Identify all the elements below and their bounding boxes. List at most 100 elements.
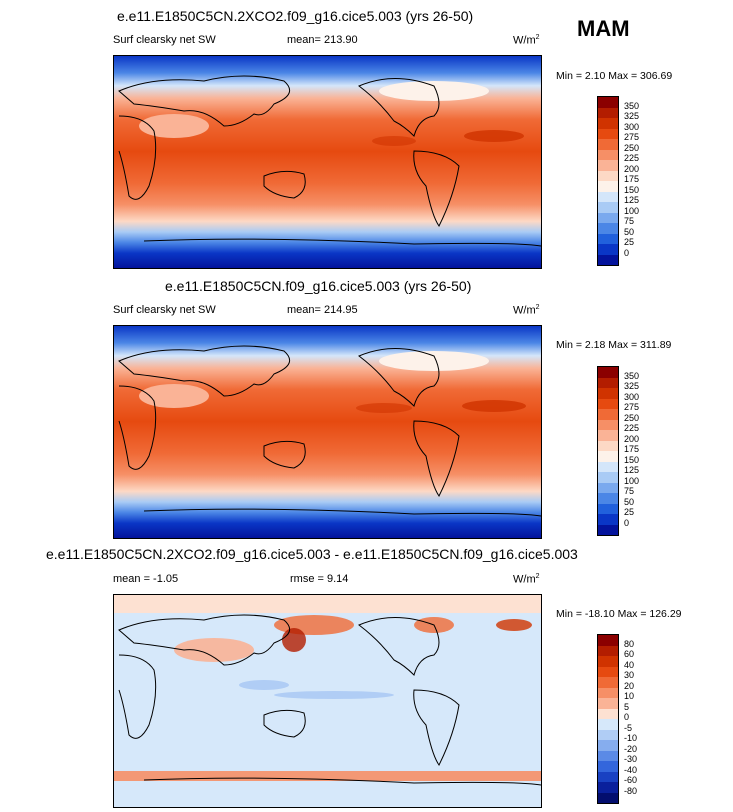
panel-1-map (113, 55, 542, 269)
colorbar-swatch (598, 181, 618, 192)
colorbar-tick-label: 200 (624, 433, 640, 444)
colorbar-swatch (598, 677, 618, 688)
colorbar-swatch (598, 440, 618, 451)
colorbar-tick-label: -10 (624, 733, 638, 743)
colorbar-tick-label: 275 (624, 132, 640, 142)
colorbar-swatch (598, 377, 618, 388)
colorbar-swatch (598, 792, 618, 803)
colorbar-tick-label: 175 (624, 174, 640, 184)
colorbar-swatch (598, 472, 618, 483)
colorbar-swatch (598, 409, 618, 420)
colorbar-tick-label: 30 (624, 670, 635, 680)
colorbar-tick-label: 0 (624, 247, 630, 258)
colorbar-tick-label: 100 (624, 475, 640, 486)
season-label: MAM (577, 16, 630, 41)
panel-3-map-svg (114, 595, 541, 807)
colorbar-swatch (598, 223, 618, 234)
colorbar-swatch (598, 645, 618, 656)
colorbar-tick-label: 325 (624, 381, 640, 391)
colorbar-swatch (598, 160, 618, 171)
colorbar-swatch (598, 128, 618, 139)
colorbar-swatch (598, 698, 618, 709)
colorbar-swatch (598, 451, 618, 462)
colorbar-tick-label: 150 (624, 184, 640, 195)
panel-2-minmax: Min = 2.18 Max = 311.89 (556, 339, 672, 351)
panel-3-minmax: Min = -18.10 Max = 126.29 (556, 608, 682, 620)
colorbar-tick-label: 75 (624, 216, 635, 226)
colorbar-swatch (598, 419, 618, 430)
panel-1-units: W/m2 (513, 34, 540, 47)
panel-2-variable-label: Surf clearsky net SW (113, 304, 216, 316)
colorbar-swatch (598, 202, 618, 213)
colorbar-tick-label: 275 (624, 402, 640, 412)
colorbar-tick-label: 0 (624, 712, 630, 722)
panel-2-map-svg (114, 326, 541, 538)
panel-3-units: W/m2 (513, 573, 540, 586)
colorbar-swatch (598, 782, 618, 793)
colorbar-tick-label: 25 (624, 237, 635, 247)
colorbar-swatch (598, 191, 618, 202)
colorbar-swatch (598, 771, 618, 782)
colorbar-tick-label: 5 (624, 701, 630, 712)
colorbar-swatch (598, 719, 618, 730)
colorbar-tick-label: 75 (624, 486, 635, 496)
colorbar-swatch (598, 729, 618, 740)
colorbar-tick-label: 250 (624, 142, 640, 153)
panel-2-map (113, 325, 542, 539)
colorbar-swatch (598, 139, 618, 150)
colorbar-tick-label: 325 (624, 111, 640, 121)
colorbar-swatch (598, 233, 618, 244)
colorbar-tick-label: 20 (624, 680, 635, 691)
colorbar-swatch (598, 244, 618, 255)
colorbar-swatch (598, 656, 618, 667)
colorbar-swatch (598, 493, 618, 504)
colorbar-swatch (598, 367, 618, 378)
colorbar-tick-label: -60 (624, 775, 638, 785)
colorbar-tick-label: 175 (624, 444, 640, 454)
colorbar-tick-label: 125 (624, 465, 640, 475)
panel-1-minmax: Min = 2.10 Max = 306.69 (556, 70, 673, 82)
panel-2-units: W/m2 (513, 304, 540, 317)
panel-3-title: e.e11.E1850C5CN.2XCO2.f09_g16.cice5.003 … (46, 546, 578, 562)
panel-2-colorbar (597, 366, 619, 536)
colorbar-tick-label: 40 (624, 659, 635, 670)
panel-1-mean-label: mean= 213.90 (287, 34, 358, 46)
colorbar-swatch (598, 430, 618, 441)
colorbar-tick-label: -80 (624, 785, 638, 796)
colorbar-tick-label: 25 (624, 507, 635, 517)
colorbar-tick-label: 300 (624, 121, 640, 132)
colorbar-swatch (598, 107, 618, 118)
colorbar-tick-label: 250 (624, 412, 640, 423)
colorbar-tick-label: 225 (624, 153, 640, 163)
colorbar-tick-label: 125 (624, 195, 640, 205)
colorbar-swatch (598, 503, 618, 514)
colorbar-tick-label: -5 (624, 722, 633, 733)
colorbar-swatch (598, 97, 618, 108)
colorbar-tick-label: 350 (624, 100, 640, 111)
colorbar-swatch (598, 514, 618, 525)
colorbar-swatch (598, 170, 618, 181)
colorbar-tick-label: -40 (624, 764, 638, 775)
colorbar-tick-label: 225 (624, 423, 640, 433)
panel-3-mean-label: mean = -1.05 (113, 573, 179, 585)
panel-2-title: e.e11.E1850C5CN.f09_g16.cice5.003 (yrs 2… (165, 278, 472, 294)
colorbar-swatch (598, 388, 618, 399)
colorbar-swatch (598, 687, 618, 698)
panel-3-map (113, 594, 542, 808)
colorbar-tick-label: 50 (624, 226, 635, 237)
panel-3-rmse-label: rmse = 9.14 (290, 573, 349, 585)
colorbar-swatch (598, 524, 618, 535)
panel-2-mean-label: mean= 214.95 (287, 304, 358, 316)
colorbar-tick-label: 80 (624, 638, 635, 649)
colorbar-swatch (598, 740, 618, 751)
colorbar-tick-label: 100 (624, 205, 640, 216)
colorbar-tick-label: 50 (624, 496, 635, 507)
colorbar-swatch (598, 761, 618, 772)
panel-1-map-svg (114, 56, 541, 268)
colorbar-swatch (598, 118, 618, 129)
panel-1-colorbar (597, 96, 619, 266)
colorbar-tick-label: 0 (624, 517, 630, 528)
colorbar-swatch (598, 398, 618, 409)
colorbar-swatch (598, 149, 618, 160)
colorbar-tick-label: -20 (624, 743, 638, 754)
